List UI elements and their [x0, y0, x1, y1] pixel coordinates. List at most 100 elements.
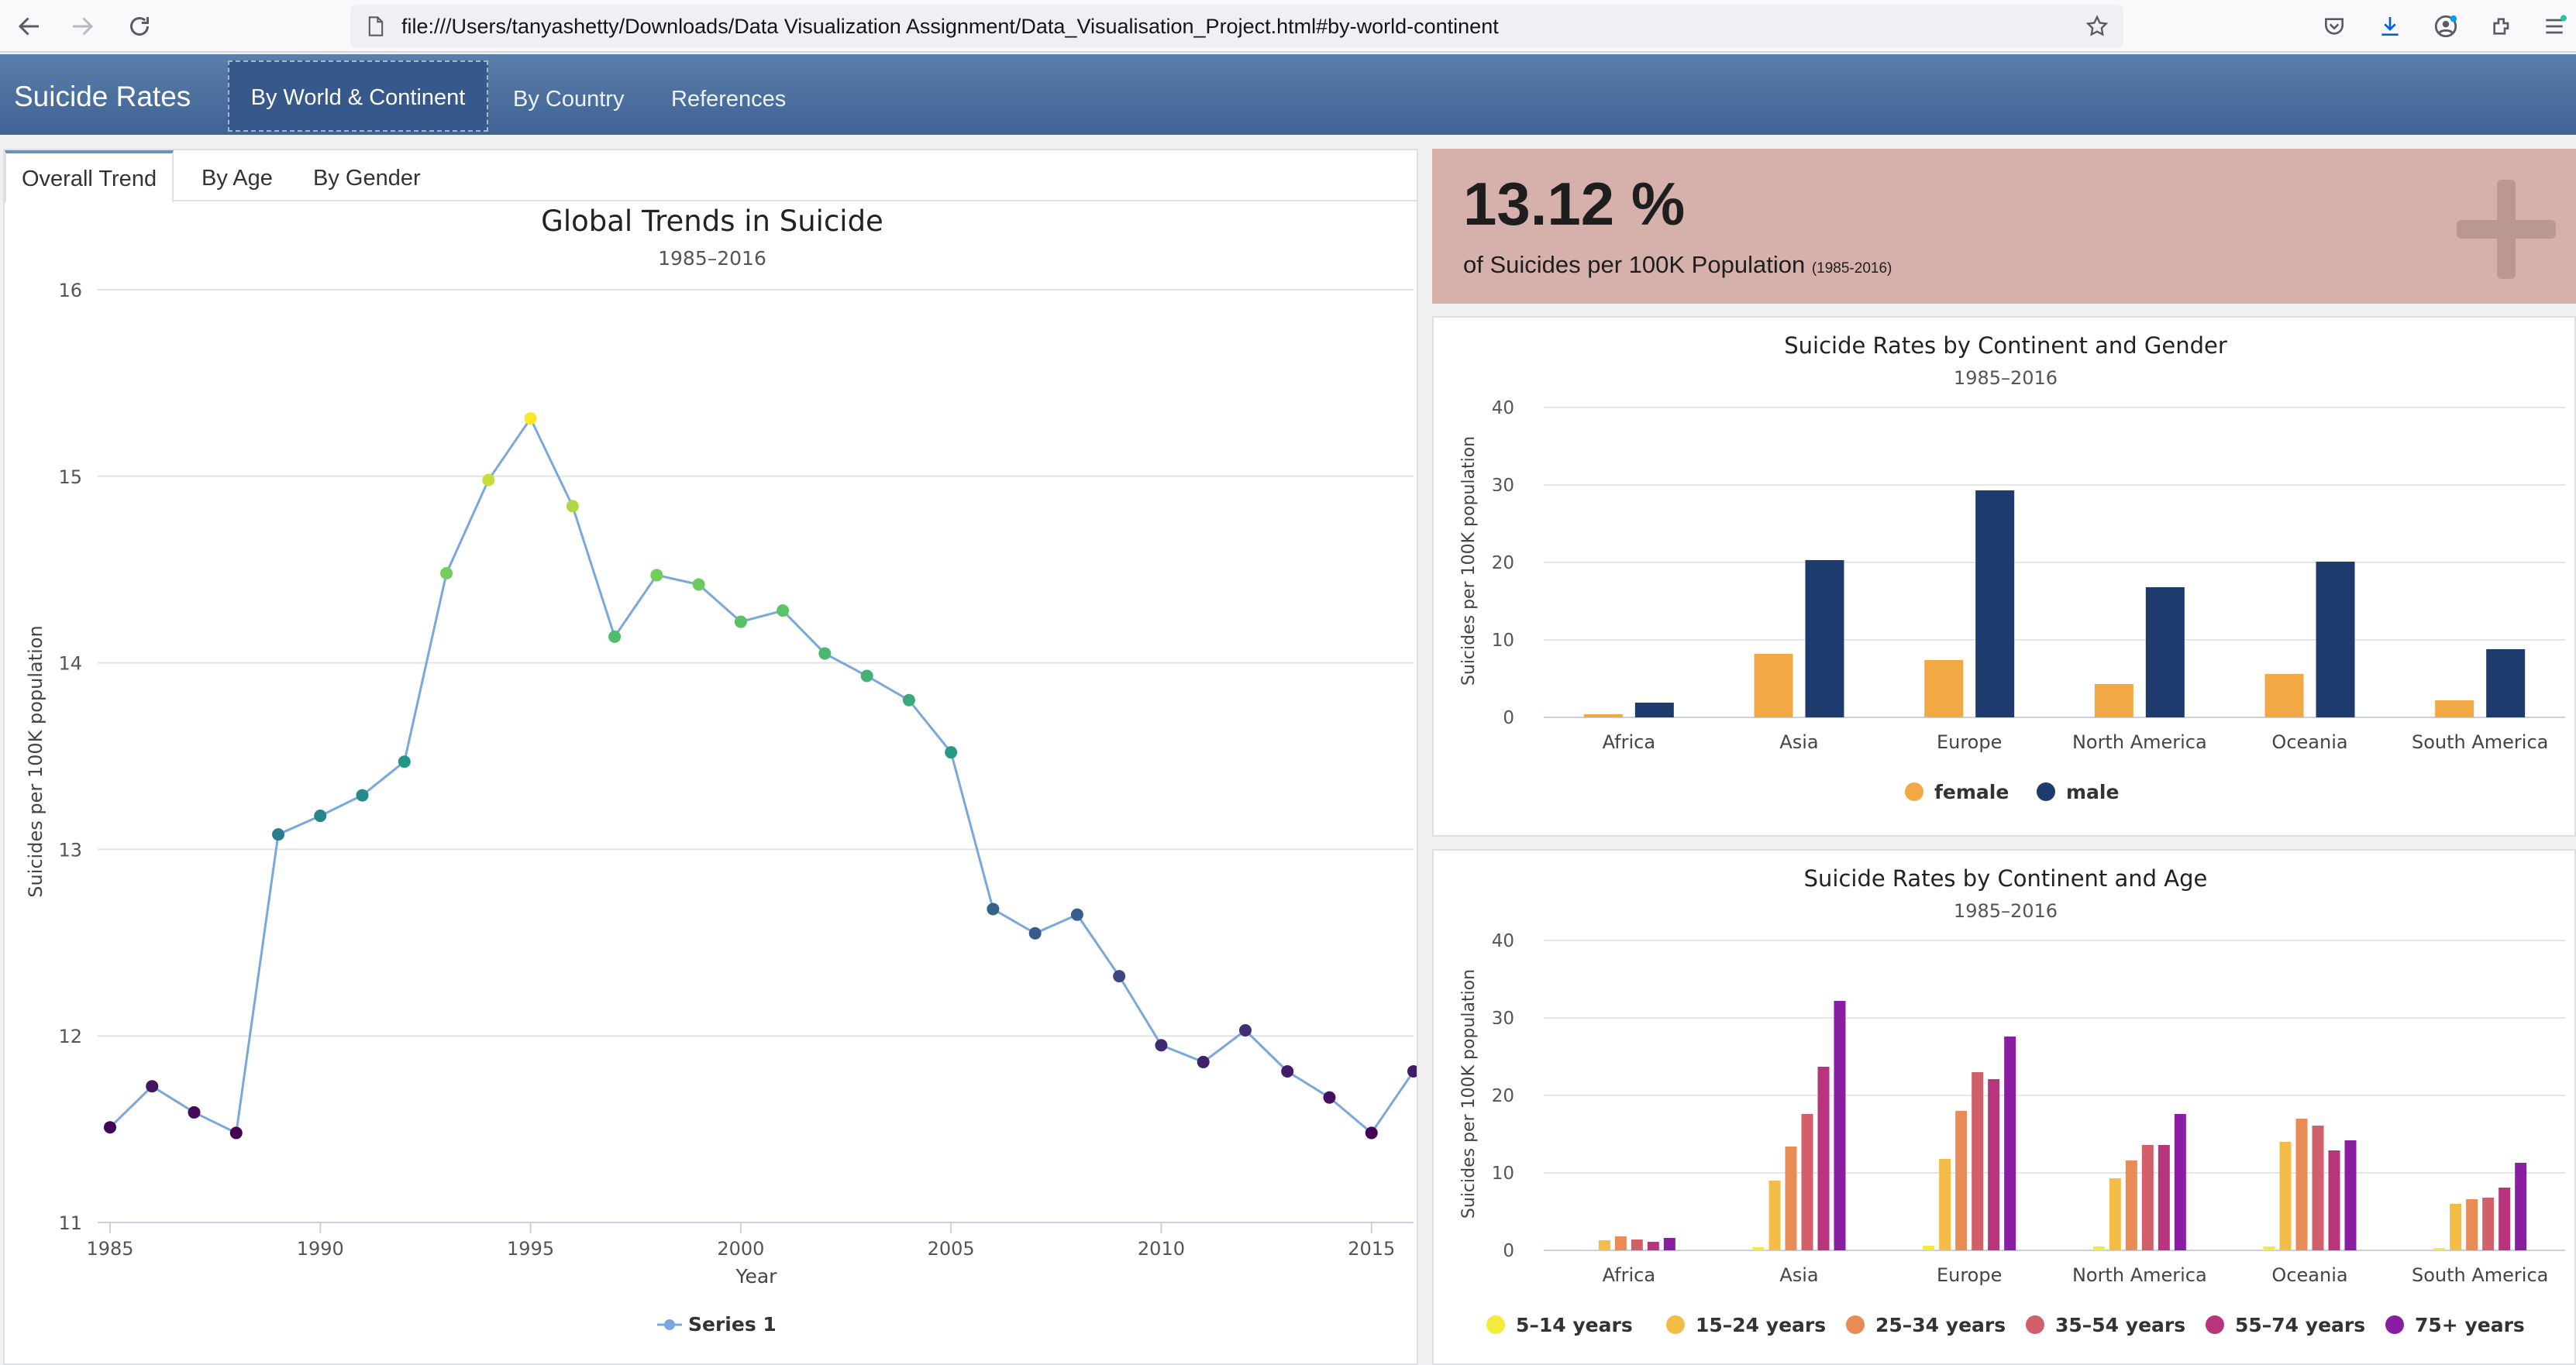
age-bar[interactable]: [1647, 1242, 1659, 1250]
line-data-point[interactable]: [860, 669, 873, 682]
line-data-point[interactable]: [1281, 1064, 1294, 1078]
line-data-point[interactable]: [524, 412, 537, 425]
line-data-point[interactable]: [734, 615, 747, 628]
legend-series-1-label[interactable]: Series 1: [688, 1313, 777, 1336]
line-data-point[interactable]: [902, 693, 915, 707]
age-bar[interactable]: [2312, 1126, 2324, 1250]
line-data-point[interactable]: [608, 630, 622, 643]
age-bar[interactable]: [1598, 1240, 1610, 1250]
age-bar[interactable]: [2125, 1160, 2137, 1250]
menu-icon[interactable]: [2536, 8, 2573, 45]
age-bar[interactable]: [2515, 1163, 2527, 1250]
gender-bar[interactable]: [2316, 562, 2355, 717]
line-data-point[interactable]: [1070, 908, 1083, 921]
line-data-point[interactable]: [987, 903, 1000, 916]
gender-bar[interactable]: [1583, 714, 1623, 717]
tab-by-age[interactable]: By Age: [201, 166, 273, 191]
age-bar[interactable]: [2499, 1188, 2511, 1250]
age-bar[interactable]: [2158, 1145, 2170, 1250]
age-bar[interactable]: [1955, 1111, 1968, 1250]
age-bar[interactable]: [2344, 1140, 2357, 1250]
age-bar[interactable]: [1817, 1067, 1830, 1250]
age-legend-label[interactable]: 25–34 years: [1875, 1314, 2006, 1336]
line-data-point[interactable]: [146, 1080, 159, 1093]
line-data-point[interactable]: [398, 755, 411, 768]
line-data-point[interactable]: [1028, 927, 1042, 940]
age-bar[interactable]: [2263, 1246, 2275, 1250]
gender-bar[interactable]: [1805, 560, 1844, 717]
line-data-point[interactable]: [1407, 1064, 1417, 1078]
age-bar[interactable]: [2482, 1198, 2495, 1250]
downloads-icon[interactable]: [2371, 8, 2409, 45]
account-icon[interactable]: [2427, 8, 2464, 45]
gender-bar[interactable]: [1634, 703, 1674, 717]
line-data-point[interactable]: [440, 567, 453, 580]
gender-legend-label[interactable]: male: [2066, 781, 2119, 803]
line-data-point[interactable]: [356, 789, 369, 802]
tab-by-gender[interactable]: By Gender: [313, 166, 421, 191]
age-legend-label[interactable]: 55–74 years: [2235, 1314, 2365, 1336]
url-bar[interactable]: file:///Users/tanyashetty/Downloads/Data…: [350, 5, 2123, 48]
age-bar[interactable]: [1768, 1181, 1781, 1250]
line-data-point[interactable]: [272, 828, 285, 841]
line-data-point[interactable]: [188, 1105, 201, 1119]
gender-bar[interactable]: [1924, 660, 1964, 717]
line-data-point[interactable]: [777, 604, 790, 617]
line-data-point[interactable]: [818, 647, 832, 660]
age-bar[interactable]: [1988, 1079, 2000, 1250]
age-bar[interactable]: [2004, 1037, 2016, 1250]
gender-bar[interactable]: [2435, 700, 2474, 717]
line-data-point[interactable]: [1238, 1023, 1252, 1037]
age-bar[interactable]: [1785, 1147, 1797, 1250]
age-bar[interactable]: [1631, 1240, 1643, 1250]
age-bar[interactable]: [2466, 1199, 2478, 1250]
gender-bar[interactable]: [2094, 684, 2133, 717]
line-data-point[interactable]: [314, 810, 327, 823]
age-bar[interactable]: [2295, 1119, 2308, 1250]
line-data-point[interactable]: [1365, 1126, 1378, 1140]
nav-references[interactable]: References: [671, 87, 787, 112]
age-bar[interactable]: [2450, 1204, 2462, 1250]
gender-bar[interactable]: [2264, 674, 2304, 717]
age-legend-label[interactable]: 15–24 years: [1696, 1314, 1826, 1336]
url-text[interactable]: file:///Users/tanyashetty/Downloads/Data…: [401, 15, 1499, 38]
age-bar[interactable]: [1663, 1238, 1675, 1250]
age-legend-label[interactable]: 75+ years: [2415, 1314, 2525, 1336]
age-bar[interactable]: [1752, 1247, 1765, 1250]
age-legend-label[interactable]: 35–54 years: [2055, 1314, 2185, 1336]
forward-button[interactable]: [62, 6, 102, 46]
line-data-point[interactable]: [482, 473, 495, 487]
line-data-point[interactable]: [1155, 1039, 1168, 1052]
line-chart-legend[interactable]: Series 1: [657, 1313, 777, 1336]
nav-by-country[interactable]: By Country: [513, 87, 625, 112]
bookmark-star-icon[interactable]: [2085, 14, 2109, 39]
age-bar[interactable]: [2109, 1178, 2121, 1250]
back-button[interactable]: [9, 6, 50, 46]
age-bar[interactable]: [2433, 1248, 2446, 1250]
age-bar[interactable]: [2328, 1150, 2340, 1250]
line-data-point[interactable]: [1323, 1091, 1336, 1104]
line-data-point[interactable]: [104, 1121, 116, 1134]
age-bar[interactable]: [2092, 1246, 2105, 1250]
gender-bar[interactable]: [2145, 587, 2185, 717]
line-data-point[interactable]: [229, 1126, 243, 1140]
gender-bar[interactable]: [1975, 490, 2015, 717]
gender-legend-label[interactable]: female: [1934, 781, 2009, 803]
age-bar[interactable]: [2174, 1114, 2186, 1250]
age-bar[interactable]: [2141, 1145, 2154, 1250]
line-data-point[interactable]: [692, 578, 705, 591]
age-bar[interactable]: [1972, 1072, 1984, 1250]
reload-button[interactable]: [119, 6, 160, 46]
tab-overall-trend[interactable]: Overall Trend: [5, 150, 174, 203]
line-data-point[interactable]: [650, 569, 663, 582]
age-bar[interactable]: [2279, 1142, 2292, 1250]
line-data-point[interactable]: [1197, 1055, 1210, 1068]
line-data-point[interactable]: [1113, 970, 1126, 983]
age-bar[interactable]: [1801, 1114, 1813, 1250]
age-legend-label[interactable]: 5–14 years: [1516, 1314, 1633, 1336]
gender-bar[interactable]: [1754, 654, 1793, 717]
age-bar[interactable]: [1939, 1159, 1951, 1250]
age-bar[interactable]: [1834, 1001, 1846, 1250]
age-bar[interactable]: [1923, 1246, 1935, 1250]
nav-by-world-continent[interactable]: By World & Continent: [228, 60, 488, 132]
